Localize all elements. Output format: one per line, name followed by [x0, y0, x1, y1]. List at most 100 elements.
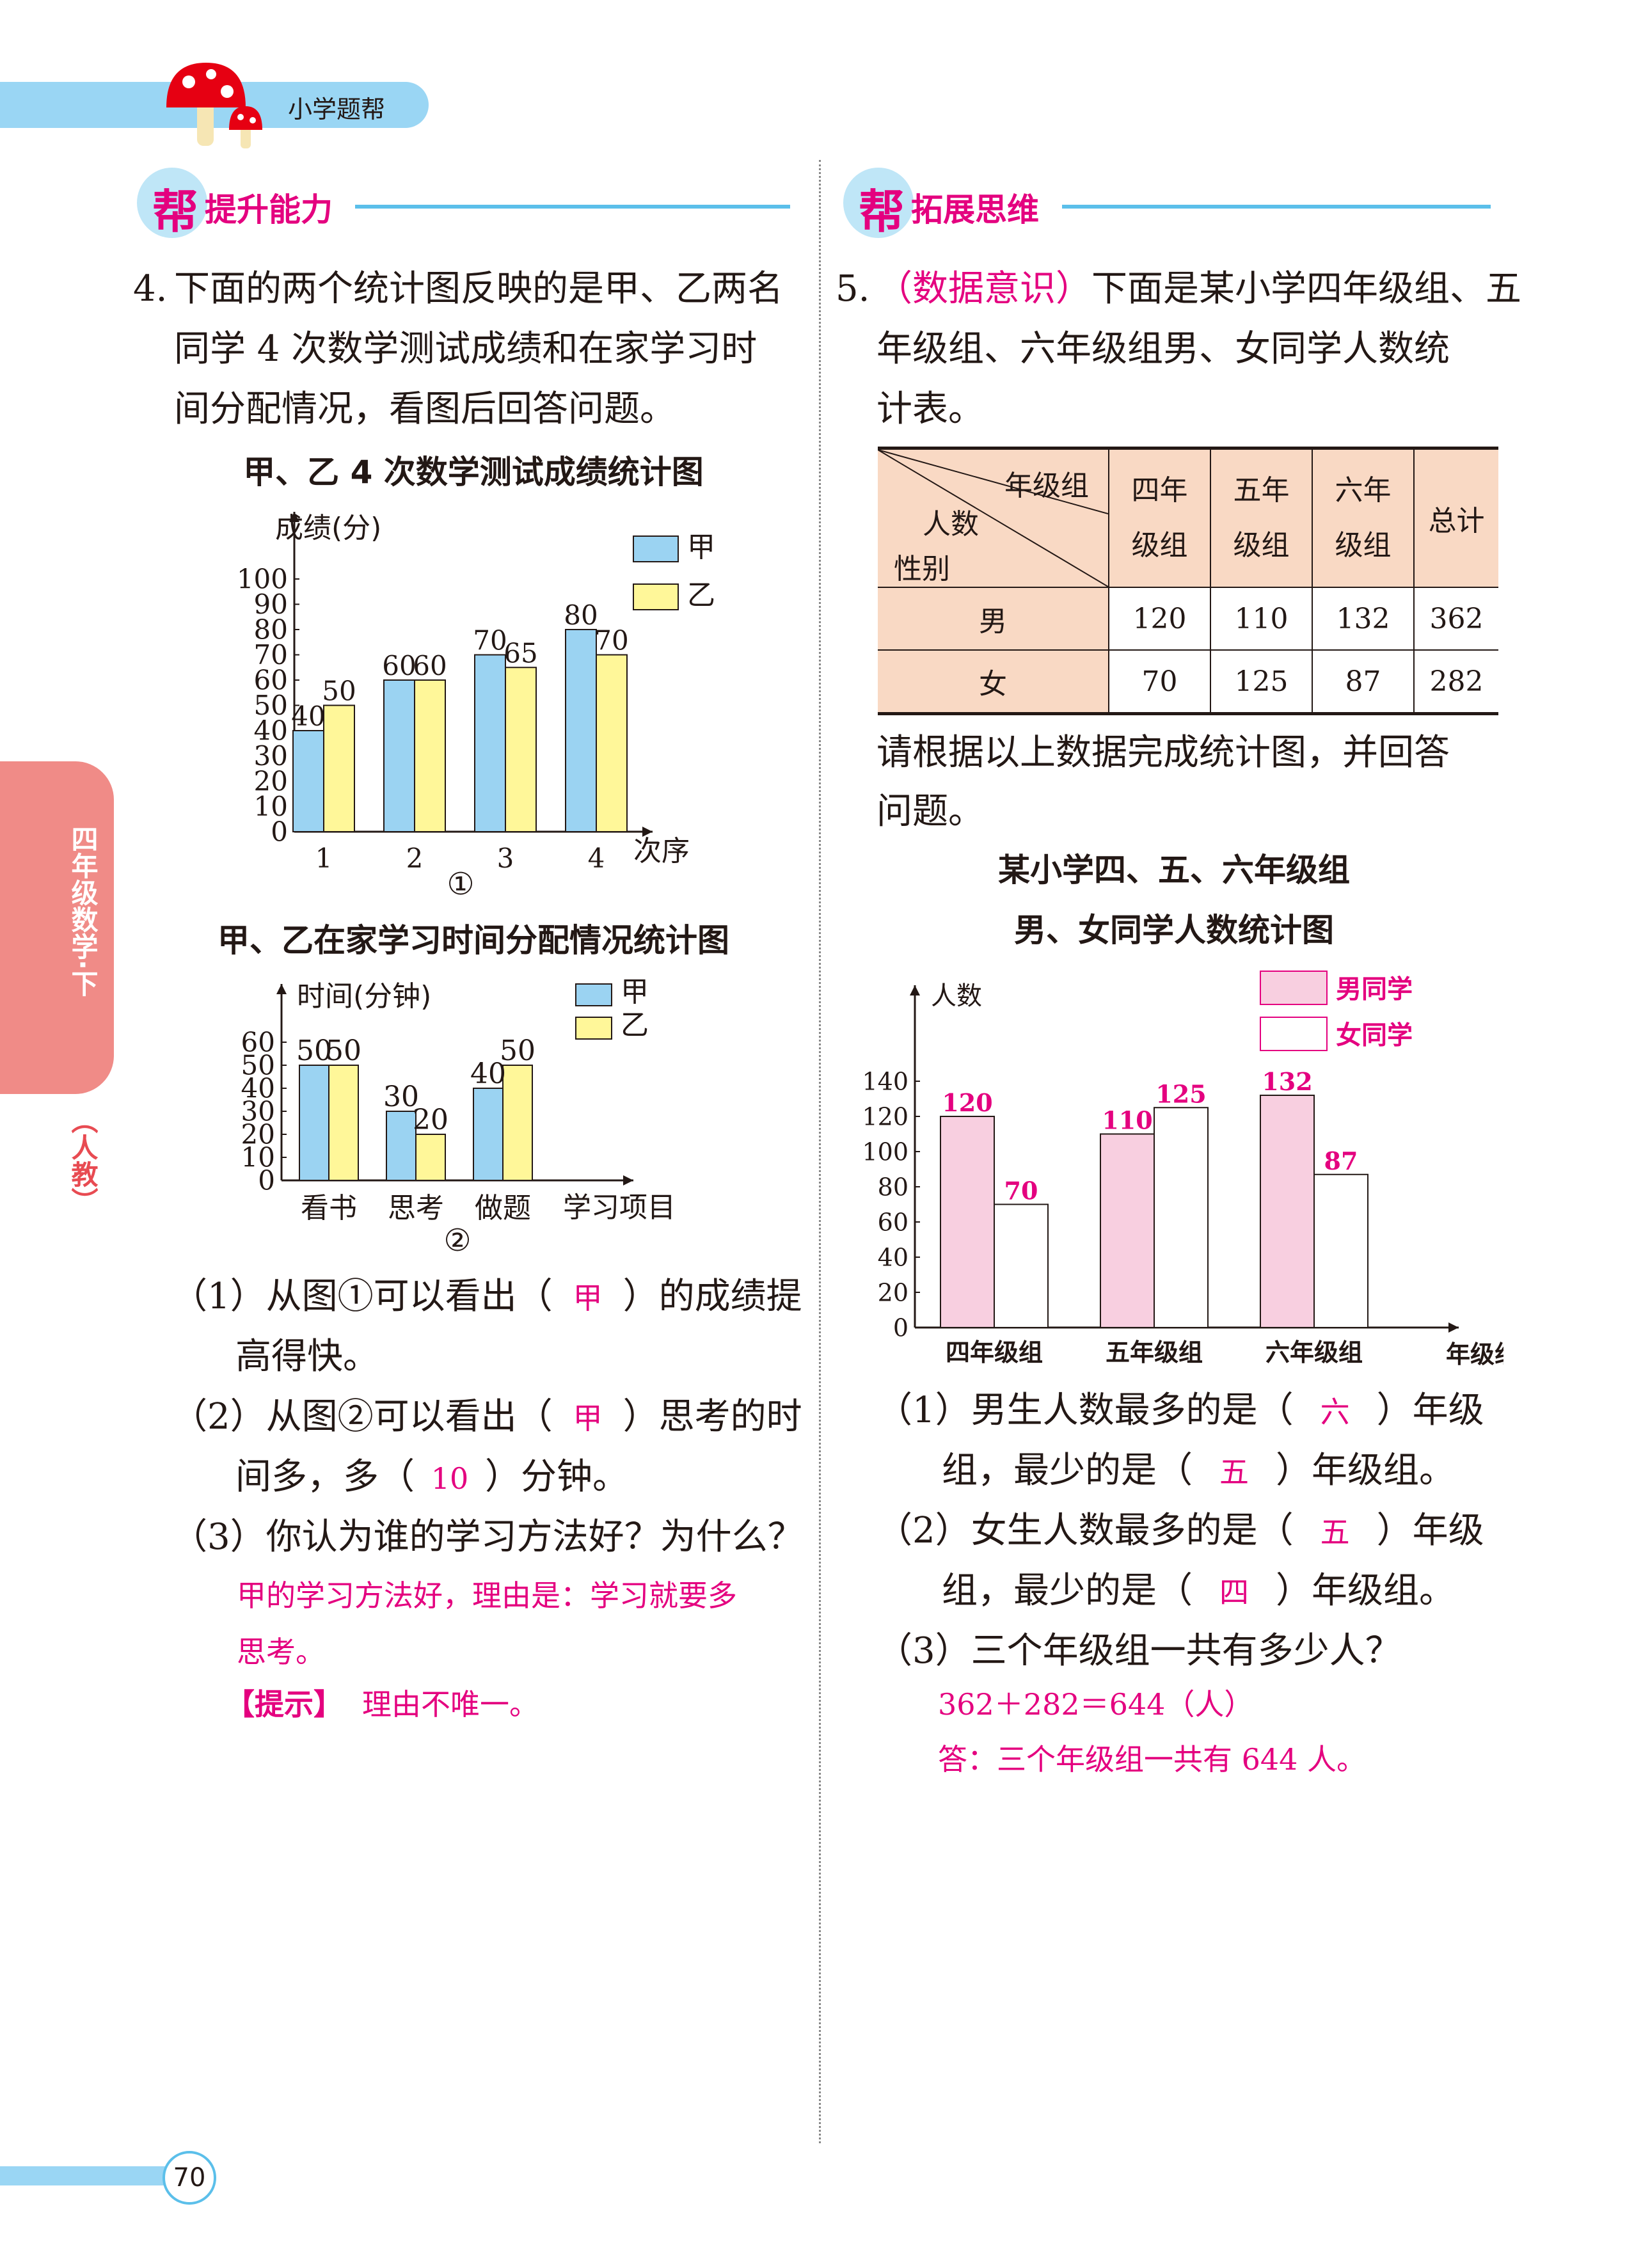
table-cell: 125	[1210, 649, 1313, 715]
column-divider	[819, 160, 821, 2143]
hint-label: 【提示】	[225, 1687, 343, 1722]
q5-sub2-line1: （2）女生人数最多的是（五）年级	[876, 1501, 1484, 1562]
bar-value-label: 60	[413, 650, 447, 681]
legend-label-2: 乙	[687, 579, 715, 612]
bar-series-2	[415, 1134, 446, 1181]
x-axis-arrow	[623, 1175, 633, 1186]
chart1: 0102030405060708090100405016060270653807…	[237, 512, 715, 902]
bar-series-1	[299, 1065, 329, 1181]
y-tick-label: 40	[254, 715, 288, 747]
table-cell: 70	[1108, 649, 1211, 715]
bar-value-label: 20	[413, 1104, 448, 1136]
chart-caption: ②	[443, 1223, 471, 1258]
q4-hint: 【提示】 理由不唯一。	[225, 1676, 539, 1733]
bar-value-label: 50	[322, 676, 356, 707]
y-tick-label: 20	[878, 1278, 908, 1306]
bar-value-label: 65	[504, 637, 537, 669]
bar-series-2	[328, 1065, 359, 1181]
diag-label-count: 人数	[923, 508, 979, 541]
bar-series-2	[505, 667, 537, 832]
q4-sub3-question: （3）你认为谁的学习方法好？为什么？	[171, 1516, 804, 1558]
q5-instr-line1: 请根据以上数据完成统计图，并回答	[876, 732, 1450, 773]
table-head-grade5: 五年 级组	[1210, 447, 1313, 588]
bar-series-1	[940, 1116, 995, 1328]
q5-sub1-line2: 组，最少的是（五）年级组。	[942, 1441, 1455, 1502]
bar-series-1	[473, 1088, 504, 1181]
bar-series-2	[1154, 1107, 1209, 1328]
y-tick-label: 30	[254, 740, 288, 772]
bar-value-label: 40	[470, 1058, 506, 1090]
q4-sub1-line2: 高得快。	[235, 1336, 379, 1377]
y-tick-label: 80	[254, 614, 288, 646]
y-tick-label: 30	[241, 1096, 275, 1127]
bar-value-label: 70	[473, 625, 507, 656]
y-tick-label: 60	[878, 1208, 908, 1236]
q4-sub2-answer2: 10	[431, 1461, 469, 1496]
bar-value-label: 50	[326, 1035, 361, 1067]
x-category-label: 四年级组	[946, 1338, 1043, 1367]
y-axis-arrow	[276, 984, 287, 994]
legend-swatch-1	[633, 535, 679, 562]
y-axis-title: 时间(分钟)	[297, 980, 431, 1013]
right-section-title: 拓展思维	[911, 191, 1039, 228]
x-category-label: 做题	[475, 1192, 531, 1225]
diag-label-grade: 年级组	[1004, 470, 1089, 502]
bar-series-2	[323, 704, 355, 832]
chart1-title: 甲、乙 4 次数学测试成绩统计图	[243, 454, 704, 491]
y-tick-label: 10	[254, 791, 288, 822]
bar-value-label: 120	[942, 1088, 992, 1117]
q4-stem-line-3: 间分配情况，看图后回答问题。	[174, 388, 676, 430]
legend-label-2: 乙	[621, 1009, 649, 1042]
table-head-total: 总计	[1413, 447, 1498, 588]
right-section-badge-text: 帮	[859, 185, 905, 239]
legend-swatch-2	[1260, 1017, 1328, 1051]
q4-stem-line-2: 同学 4 次数学测试成绩和在家学习时	[174, 328, 758, 370]
footer-bar	[0, 2166, 192, 2185]
x-category-label: 4	[588, 843, 605, 874]
bar-value-label: 87	[1324, 1146, 1358, 1175]
y-tick-label: 0	[271, 816, 288, 848]
q4-stem-line-1: 下面的两个统计图反映的是甲、乙两名	[174, 268, 783, 310]
y-tick-label: 50	[254, 690, 288, 721]
table-cell: 120	[1108, 587, 1211, 651]
bar-value-label: 132	[1262, 1067, 1312, 1096]
bar-series-2	[1313, 1173, 1368, 1328]
q5-number: 5.	[836, 268, 870, 310]
table-cell: 女	[878, 649, 1109, 715]
y-tick-label: 10	[241, 1142, 275, 1173]
bar-value-label: 70	[594, 625, 628, 656]
y-tick-label: 40	[878, 1243, 908, 1271]
q5-tag: （数据意识）	[876, 268, 1091, 310]
table-cell: 132	[1312, 587, 1415, 651]
y-tick-label: 100	[237, 564, 288, 595]
bar-series-1	[292, 730, 324, 832]
legend-swatch-1	[1260, 971, 1328, 1005]
chart2-title: 甲、乙在家学习时间分配情况统计图	[218, 922, 729, 959]
y-axis-title: 成绩(分)	[275, 512, 381, 544]
q4-sub2-line2: 间多，多（ 10 ）分钟。	[235, 1447, 628, 1509]
q4-sub3-answer-line1: 甲的学习方法好，理由是：学习就要多	[237, 1578, 737, 1613]
q5-sub3-question: （3）三个年级组一共有多少人？	[876, 1630, 1401, 1672]
y-tick-label: 20	[254, 766, 288, 797]
y-tick-label: 40	[241, 1073, 275, 1104]
q5-stats-table: 年级组 人数 性别 四年 级组 五年 级组 六年 级组 总计 男 120 110…	[878, 447, 1498, 715]
x-category-label: 3	[497, 843, 514, 874]
table-cell: 男	[878, 587, 1109, 651]
q4-sub1-line1: （1）从图①可以看出（甲）的成绩提	[171, 1267, 802, 1328]
q5-sub2-answer: 五	[1320, 1515, 1350, 1550]
y-tick-label: 140	[862, 1067, 908, 1095]
hint-text: 理由不唯一。	[362, 1687, 539, 1722]
y-tick-label: 0	[893, 1313, 908, 1342]
bar-value-label: 60	[382, 650, 416, 681]
y-axis-title: 人数	[931, 981, 982, 1011]
q5-sub2-line2: 组，最少的是（四）年级组。	[942, 1561, 1455, 1622]
bar-series-1	[474, 654, 506, 832]
bar-value-label: 70	[1004, 1177, 1038, 1205]
left-section-title: 提升能力	[205, 191, 333, 228]
legend-swatch-2	[575, 1017, 612, 1040]
table-head-grade6: 六年 级组	[1312, 447, 1415, 588]
table-row: 女 70 125 87 282	[878, 649, 1498, 715]
x-category-label: 五年级组	[1106, 1338, 1203, 1367]
right-section-rule	[1062, 205, 1491, 209]
